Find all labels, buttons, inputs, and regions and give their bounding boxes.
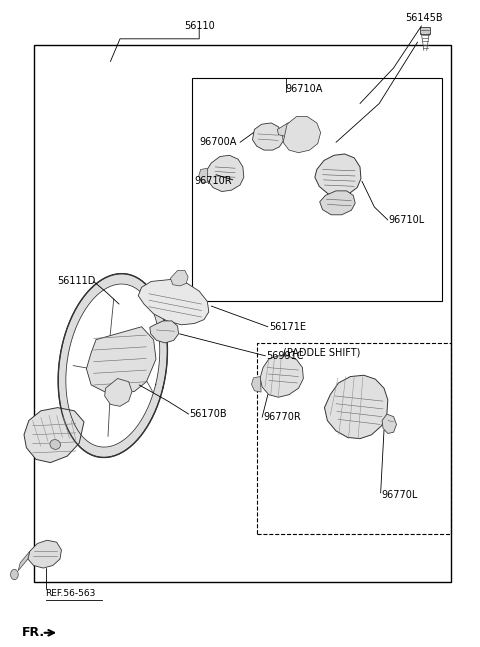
Bar xyxy=(192,78,442,301)
Polygon shape xyxy=(199,168,207,182)
Text: 56171E: 56171E xyxy=(269,322,306,332)
Polygon shape xyxy=(58,274,168,457)
Polygon shape xyxy=(324,375,388,439)
Text: FR.: FR. xyxy=(22,626,45,639)
Text: 56170B: 56170B xyxy=(190,409,227,419)
Text: REF.56-563: REF.56-563 xyxy=(46,589,96,598)
Polygon shape xyxy=(315,154,361,197)
Polygon shape xyxy=(283,116,321,153)
Polygon shape xyxy=(260,356,303,397)
Polygon shape xyxy=(138,280,209,325)
Polygon shape xyxy=(150,321,179,343)
Polygon shape xyxy=(105,378,132,406)
Text: 96770R: 96770R xyxy=(263,412,301,422)
Circle shape xyxy=(11,569,18,580)
Polygon shape xyxy=(28,540,61,568)
Text: 56991C: 56991C xyxy=(266,351,304,361)
Text: 96700A: 96700A xyxy=(199,137,237,148)
Bar xyxy=(257,343,451,534)
Polygon shape xyxy=(206,155,244,192)
Text: 56110: 56110 xyxy=(184,21,215,31)
Polygon shape xyxy=(420,27,430,34)
Text: 56145B: 56145B xyxy=(406,13,443,23)
Bar xyxy=(34,45,451,582)
Polygon shape xyxy=(277,123,300,137)
Polygon shape xyxy=(86,327,156,395)
Text: 56111D: 56111D xyxy=(58,276,96,287)
Polygon shape xyxy=(252,377,261,392)
Polygon shape xyxy=(252,123,283,150)
Polygon shape xyxy=(24,408,84,463)
Text: (PADDLE SHIFT): (PADDLE SHIFT) xyxy=(283,347,360,358)
Ellipse shape xyxy=(50,439,60,450)
Polygon shape xyxy=(66,284,160,447)
Text: 96710A: 96710A xyxy=(286,84,323,94)
Text: 96710L: 96710L xyxy=(389,215,425,225)
Polygon shape xyxy=(382,414,396,433)
Polygon shape xyxy=(320,191,355,215)
Polygon shape xyxy=(18,551,30,571)
Polygon shape xyxy=(170,270,188,286)
Text: 96770L: 96770L xyxy=(382,490,418,500)
Text: 96710R: 96710R xyxy=(194,176,232,186)
